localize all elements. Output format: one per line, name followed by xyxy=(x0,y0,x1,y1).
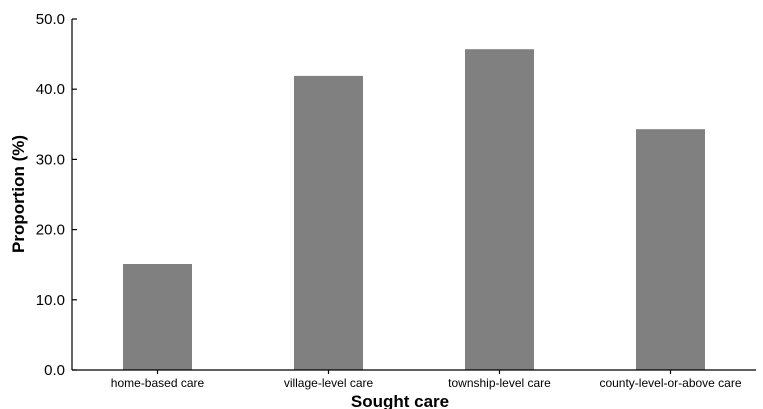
y-tick-label: 10.0 xyxy=(36,292,65,309)
bar-home-based-care xyxy=(123,264,192,370)
y-tick-label: 30.0 xyxy=(36,151,65,168)
y-tick-label: 0.0 xyxy=(44,362,65,379)
x-tick-label: county-level-or-above care xyxy=(599,376,741,390)
x-axis-ticks: home-based care village-level care townshi… xyxy=(111,370,742,390)
y-tick-label: 50.0 xyxy=(36,11,65,28)
bar-township-level-care xyxy=(465,49,534,370)
x-axis-title: Sought care xyxy=(351,392,449,409)
y-tick-label: 40.0 xyxy=(36,81,65,98)
y-tick-label: 20.0 xyxy=(36,222,65,239)
x-tick-label: township-level care xyxy=(448,376,551,390)
bars xyxy=(123,49,705,371)
bar-village-level-care xyxy=(294,75,363,371)
bar-county-level-or-above-care xyxy=(636,129,705,370)
x-tick-label: home-based care xyxy=(111,376,205,390)
x-tick-label: village-level care xyxy=(284,376,374,390)
y-axis-ticks: 0.0 10.0 20.0 30.0 40.0 50.0 xyxy=(36,11,77,379)
y-axis-title: Proportion (%) xyxy=(9,135,28,253)
